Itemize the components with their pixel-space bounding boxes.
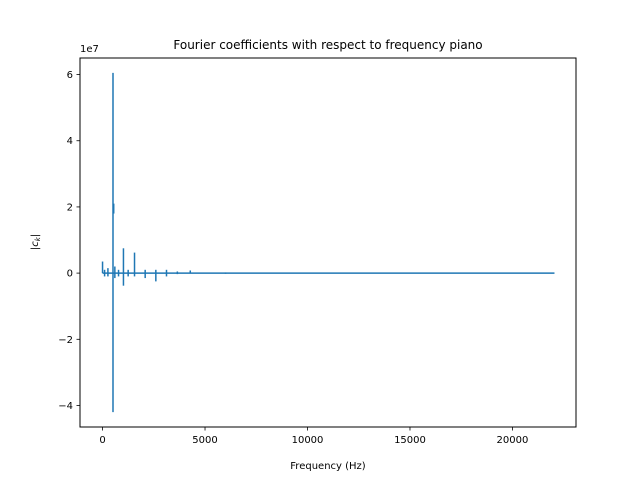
series-layer — [101, 72, 555, 413]
ticks-layer: 0 5000 10000 15000 20000 −4 −2 0 2 4 6 — [58, 70, 528, 446]
x-tick-label: 5000 — [192, 435, 217, 446]
y-axis-label: |ck| — [30, 234, 42, 250]
y-tick-label: −2 — [58, 335, 73, 346]
y-scale-multiplier: 1e7 — [80, 44, 99, 55]
y-tick-label: 2 — [67, 202, 73, 213]
x-tick-label: 10000 — [292, 435, 324, 446]
y-tick-label: 6 — [67, 70, 73, 81]
x-tick-label: 15000 — [394, 435, 426, 446]
x-tick-label: 20000 — [497, 435, 529, 446]
x-tick-label: 0 — [99, 435, 105, 446]
y-tick-label: −4 — [58, 401, 73, 412]
x-axis-label: Frequency (Hz) — [290, 461, 366, 472]
y-tick-label: 0 — [67, 269, 73, 280]
chart-title: Fourier coefficients with respect to fre… — [173, 38, 482, 52]
y-tick-label: 4 — [67, 136, 73, 147]
plot-area-frame — [79, 57, 577, 428]
